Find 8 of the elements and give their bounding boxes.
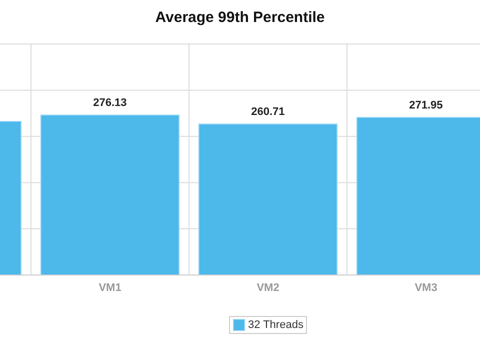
text: 276.13: [93, 97, 127, 110]
text: 260.71: [251, 106, 285, 118]
text: 271.95: [409, 100, 443, 112]
x-tick-label: VM2: [256, 282, 280, 294]
x-tick-label: VM3: [414, 282, 438, 294]
x-tick-label: VM1: [98, 282, 122, 294]
legend-label: 32 Threads: [248, 319, 304, 331]
chart-title: Average 99th Percentile: [154, 9, 326, 26]
